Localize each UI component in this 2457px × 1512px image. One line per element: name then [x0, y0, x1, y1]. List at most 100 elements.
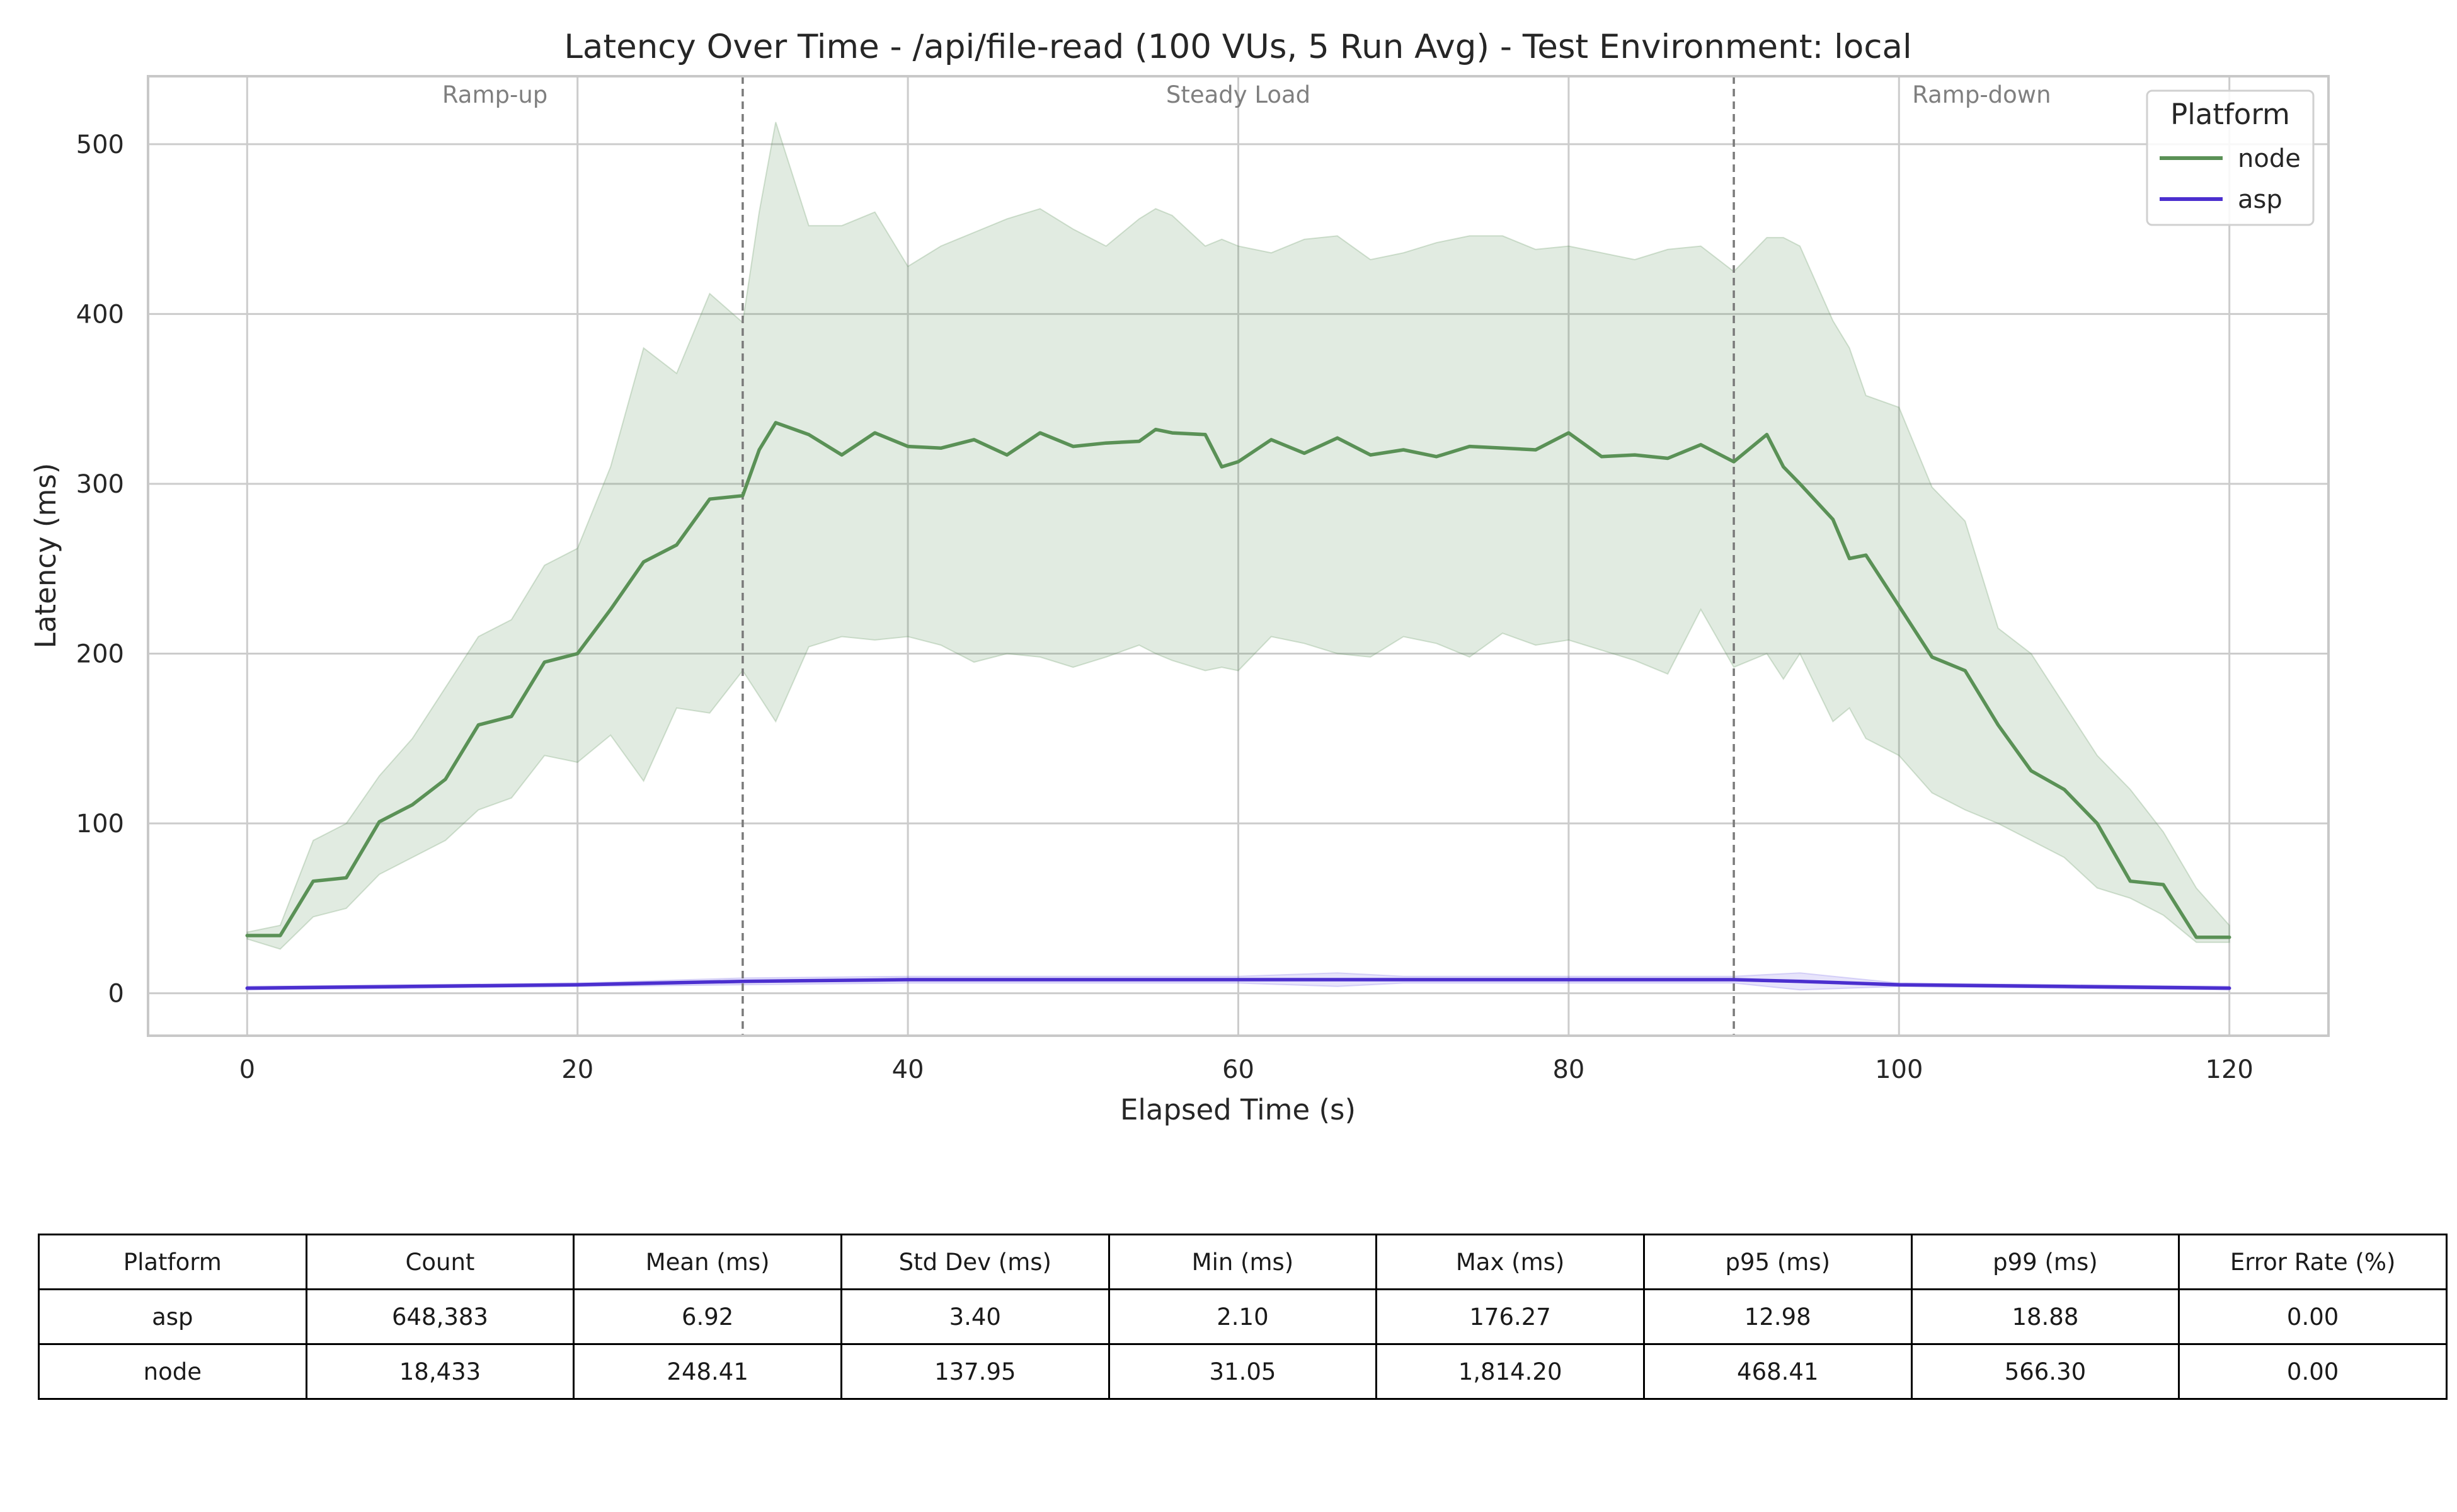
data-point-node — [642, 560, 646, 564]
data-point-node — [1468, 445, 1472, 449]
data-point-node — [1402, 448, 1406, 452]
data-point-node — [1633, 453, 1637, 457]
data-point-node — [1732, 460, 1736, 464]
table-row: node 18,433 248.41 137.95 31.05 1,814.20… — [38, 1343, 2448, 1400]
data-point-node — [1501, 446, 1504, 450]
table-cell: 6.92 — [573, 1288, 842, 1345]
y-tick-label: 400 — [76, 300, 124, 329]
data-point-node — [774, 421, 777, 425]
legend-label-node: node — [2238, 144, 2301, 173]
x-axis-label: Elapsed Time (s) — [1120, 1093, 1356, 1126]
y-tick-label: 200 — [76, 639, 124, 668]
header-min: Min (ms) — [1108, 1234, 1378, 1290]
header-p95: p95 (ms) — [1642, 1234, 1913, 1290]
data-point-node — [2162, 883, 2165, 886]
data-point-node — [1368, 453, 1372, 457]
data-point-node — [245, 934, 249, 937]
table-header-row: Platform Count Mean (ms) Std Dev (ms) Mi… — [38, 1234, 2448, 1290]
data-point-asp — [1798, 980, 1802, 983]
header-error-rate: Error Rate (%) — [2178, 1234, 2448, 1290]
data-point-node — [1996, 723, 2000, 727]
table-cell: 12.98 — [1642, 1288, 1913, 1345]
data-point-node — [311, 879, 315, 883]
data-point-node — [2029, 769, 2033, 772]
data-point-node — [708, 497, 711, 501]
data-point-node — [675, 543, 679, 547]
data-point-node — [1237, 460, 1240, 464]
data-point-asp — [906, 978, 910, 982]
series-line-node — [245, 421, 2231, 939]
data-point-node — [1104, 441, 1108, 445]
data-point-node — [840, 453, 844, 457]
header-p99: p99 (ms) — [1910, 1234, 2180, 1290]
data-point-node — [873, 431, 877, 435]
data-point-asp — [1071, 978, 1075, 982]
table-cell: 0.00 — [2178, 1343, 2448, 1400]
data-point-node — [972, 438, 976, 442]
data-point-node — [1666, 457, 1670, 460]
table-cell: 468.41 — [1642, 1343, 1913, 1400]
data-point-node — [2063, 788, 2066, 791]
table-cell: asp — [38, 1288, 307, 1345]
table-cell: 18.88 — [1910, 1288, 2180, 1345]
legend-label-asp: asp — [2238, 185, 2282, 214]
data-point-node — [2095, 822, 2099, 825]
data-point-node — [1171, 431, 1174, 435]
data-point-node — [1220, 465, 1223, 469]
y-tick-label: 0 — [108, 980, 124, 1009]
y-tick-label: 100 — [76, 810, 124, 839]
x-tick-label: 80 — [1552, 1055, 1584, 1084]
data-point-node — [1798, 482, 1802, 486]
x-tick-label: 40 — [892, 1055, 924, 1084]
data-point-node — [1600, 455, 1603, 459]
data-point-asp — [741, 980, 745, 983]
data-point-node — [576, 652, 580, 655]
legend-box — [2146, 89, 2315, 226]
table-cell: 31.05 — [1108, 1343, 1378, 1400]
table-cell: 0.00 — [2178, 1288, 2448, 1345]
data-point-node — [906, 445, 910, 449]
table-row: asp 648,383 6.92 3.40 2.10 176.27 12.98 … — [38, 1288, 2448, 1345]
x-tick-label: 0 — [239, 1055, 255, 1084]
data-point-asp — [1897, 983, 1901, 987]
data-point-asp — [411, 985, 414, 988]
data-point-node — [1005, 453, 1009, 457]
data-point-asp — [576, 983, 580, 987]
data-point-node — [1699, 443, 1703, 447]
legend-title: Platform — [2170, 98, 2290, 131]
data-point-asp — [245, 987, 249, 990]
data-point-node — [1154, 428, 1157, 432]
data-point-node — [1137, 440, 1141, 443]
x-tick-label: 120 — [2206, 1055, 2254, 1084]
summary-stats-table: Platform Count Mean (ms) Std Dev (ms) Mi… — [38, 1234, 2448, 1400]
data-point-node — [411, 803, 414, 806]
data-point-asp — [1336, 978, 1339, 982]
data-point-asp — [2063, 985, 2066, 988]
data-point-node — [2194, 936, 2198, 939]
header-std-dev: Std Dev (ms) — [840, 1234, 1110, 1290]
data-point-node — [1848, 557, 1852, 560]
data-point-asp — [2228, 987, 2231, 990]
data-point-node — [476, 723, 480, 727]
plot-frame — [147, 75, 2330, 1037]
data-point-node — [609, 607, 612, 611]
data-point-node — [807, 433, 811, 437]
table-cell: 176.27 — [1375, 1288, 1645, 1345]
header-platform: Platform — [38, 1234, 307, 1290]
x-tick-label: 20 — [561, 1055, 593, 1084]
data-point-node — [510, 714, 513, 718]
table-cell: node — [38, 1343, 307, 1400]
data-point-node — [2228, 936, 2231, 939]
data-point-node — [1203, 433, 1207, 437]
data-point-node — [1336, 436, 1339, 440]
y-axis-label: Latency (ms) — [29, 463, 62, 649]
data-point-asp — [1732, 978, 1736, 982]
table-cell: 3.40 — [840, 1288, 1110, 1345]
x-tick-label: 60 — [1222, 1055, 1254, 1084]
header-count: Count — [305, 1234, 575, 1290]
latency-chart: Latency Over Time - /api/file-read (100 … — [29, 28, 2330, 1126]
chart-legend: Platform node asp — [2146, 89, 2315, 226]
data-point-node — [1963, 669, 1967, 672]
data-point-node — [1567, 431, 1571, 435]
data-point-node — [1269, 438, 1273, 442]
